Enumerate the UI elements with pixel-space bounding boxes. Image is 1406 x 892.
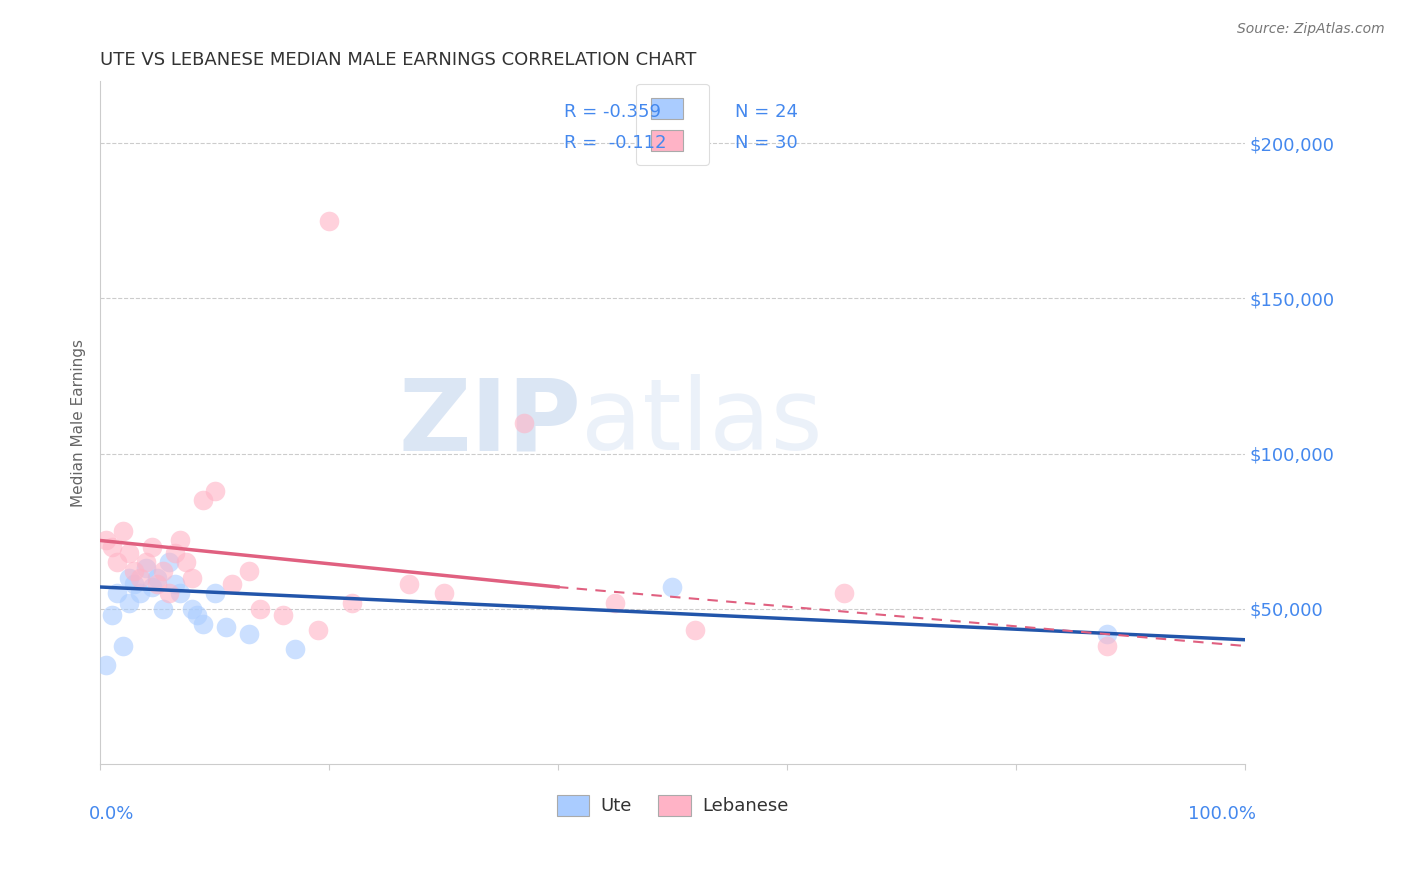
Point (152, 601, 174, 615)
Point (512, 416, 534, 430)
Point (129, 586, 152, 600)
Point (135, 561, 157, 575)
Point (169, 586, 191, 600)
Point (605, 595, 627, 609)
Text: N = 24: N = 24 (735, 103, 799, 121)
Text: N = 30: N = 30 (735, 134, 799, 152)
Point (180, 601, 202, 615)
Point (146, 577, 169, 591)
Point (238, 626, 260, 640)
Point (249, 601, 271, 615)
Point (94, 657, 117, 672)
Point (215, 620, 238, 634)
Point (118, 571, 141, 585)
Text: ZIP: ZIP (398, 374, 581, 471)
Legend: Ute, Lebanese: Ute, Lebanese (550, 788, 796, 823)
Point (105, 555, 128, 569)
Text: atlas: atlas (581, 374, 823, 471)
Point (685, 624, 707, 638)
Point (1097, 639, 1119, 653)
Point (318, 214, 340, 228)
Point (432, 586, 454, 600)
Point (100, 607, 122, 622)
Point (271, 607, 294, 622)
Text: UTE VS LEBANESE MEDIAN MALE EARNINGS CORRELATION CHART: UTE VS LEBANESE MEDIAN MALE EARNINGS COR… (100, 51, 696, 69)
Point (141, 540, 163, 554)
Point (135, 555, 157, 569)
Point (180, 571, 202, 585)
Point (118, 595, 141, 609)
Point (204, 483, 226, 498)
Point (94, 533, 117, 548)
Point (163, 577, 186, 591)
Point (191, 493, 214, 508)
Point (111, 639, 134, 653)
Point (152, 565, 174, 579)
Point (1097, 626, 1119, 640)
Point (221, 577, 243, 591)
Point (163, 546, 186, 560)
Point (124, 565, 146, 579)
Point (661, 580, 683, 594)
Point (157, 555, 180, 569)
Y-axis label: Median Male Earnings: Median Male Earnings (72, 339, 86, 507)
Point (238, 565, 260, 579)
Point (141, 580, 163, 594)
Point (398, 577, 420, 591)
Point (169, 533, 191, 548)
Point (284, 642, 307, 657)
Point (118, 546, 141, 560)
Point (340, 595, 363, 609)
Point (146, 571, 169, 585)
Point (191, 617, 214, 632)
Point (129, 571, 152, 585)
Point (105, 586, 128, 600)
Text: 100.0%: 100.0% (1188, 805, 1256, 822)
Point (186, 607, 208, 622)
Point (832, 586, 855, 600)
Point (174, 555, 197, 569)
Point (157, 586, 180, 600)
Text: R = -0.359: R = -0.359 (564, 103, 661, 121)
Point (124, 577, 146, 591)
Text: R =  -0.112: R = -0.112 (564, 134, 666, 152)
Text: 0.0%: 0.0% (89, 805, 134, 822)
Point (204, 586, 226, 600)
Point (100, 540, 122, 554)
Point (111, 524, 134, 538)
Point (307, 624, 329, 638)
Text: Source: ZipAtlas.com: Source: ZipAtlas.com (1237, 22, 1385, 37)
